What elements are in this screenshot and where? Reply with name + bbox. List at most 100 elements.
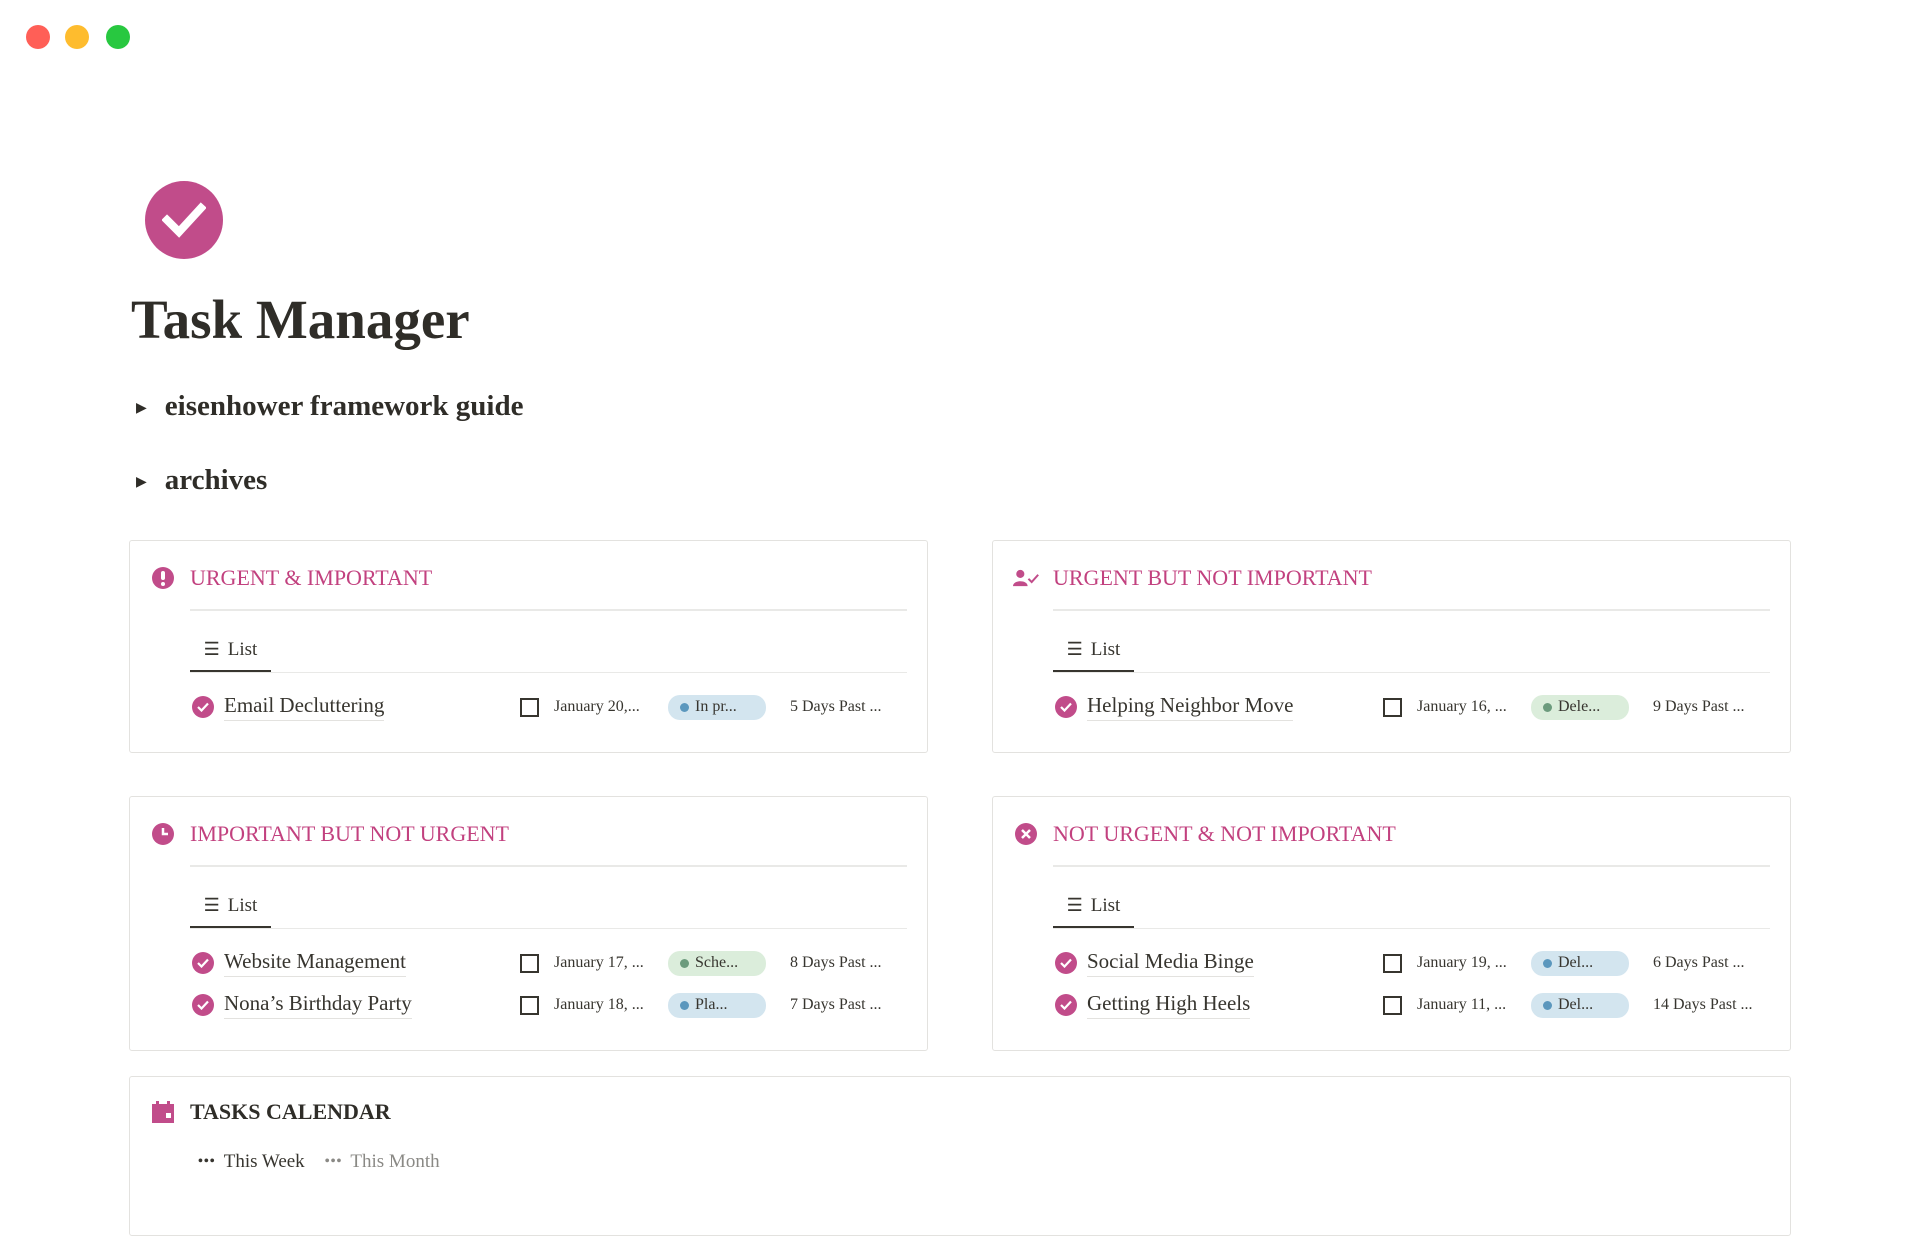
status-dot (1543, 1000, 1552, 1010)
check-circle-icon (1055, 952, 1077, 974)
close-window-button[interactable] (26, 25, 50, 49)
quadrant-card: URGENT BUT NOT IMPORTANT ☰ List Helping N… (992, 540, 1791, 753)
calendar-icon (150, 1099, 176, 1125)
days-past: 8 Days Past ... (790, 954, 882, 971)
status-dot (1543, 958, 1552, 968)
due-date: January 18, ... (554, 996, 644, 1013)
triangle-right-icon[interactable]: ▶ (136, 475, 147, 490)
tab-label: List (227, 638, 258, 660)
task-name[interactable]: Nona’s Birthday Party (224, 991, 412, 1019)
task-name[interactable]: Getting High Heels (1087, 991, 1251, 1019)
tab-label: List (1090, 638, 1121, 660)
status-badge: Del... (1531, 950, 1629, 976)
divider (1053, 865, 1770, 867)
list-item[interactable]: Email Decluttering January 20,... In pr.… (190, 686, 907, 728)
status-dot (680, 1000, 689, 1010)
check-circle-icon (1055, 994, 1077, 1016)
calendar-view-tabs: ••• This Week ••• This Month (198, 1151, 460, 1173)
divider (190, 928, 907, 929)
list-icon: ☰ (1066, 639, 1083, 659)
task-list: Website Management January 17, ... Sche.… (190, 942, 907, 1026)
tasks-calendar-card: TASKS CALENDAR ••• This Week ••• This Mont… (129, 1076, 1791, 1236)
maximize-window-button[interactable] (106, 25, 130, 49)
days-past: 7 Days Past ... (790, 996, 882, 1013)
status-label: Del... (1558, 954, 1594, 971)
quadrant-title: NOT URGENT & NOT IMPORTANT (1053, 821, 1396, 846)
page-title: Task Manager (131, 289, 470, 350)
tab-label: This Month (350, 1151, 440, 1172)
list-icon: ☰ (203, 639, 220, 659)
status-label: In pr... (695, 698, 737, 715)
done-checkbox[interactable] (1383, 697, 1402, 717)
tab-label: List (227, 894, 258, 916)
clock-icon (150, 821, 176, 847)
days-past: 5 Days Past ... (790, 698, 882, 715)
exclamation-circle-icon (150, 565, 176, 591)
due-date: January 17, ... (554, 954, 644, 971)
status-dot (680, 702, 689, 712)
quadrant-card: NOT URGENT & NOT IMPORTANT ☰ List Social … (992, 796, 1791, 1051)
triangle-right-icon[interactable]: ▶ (136, 401, 147, 416)
tab-this-month[interactable]: ••• This Month (325, 1151, 440, 1173)
minimize-window-button[interactable] (65, 25, 89, 49)
dots-icon: ••• (198, 1154, 216, 1169)
check-circle-icon (192, 952, 214, 974)
task-name[interactable]: Helping Neighbor Move (1087, 693, 1294, 721)
dots-icon: ••• (324, 1154, 343, 1169)
person-check-icon (1013, 565, 1039, 591)
due-date: January 19, ... (1417, 954, 1507, 971)
status-badge: Dele... (1531, 694, 1629, 720)
divider (1053, 672, 1770, 673)
task-list: Helping Neighbor Move January 16, ... De… (1053, 686, 1770, 728)
done-checkbox[interactable] (520, 995, 539, 1015)
task-name[interactable]: Email Decluttering (224, 693, 385, 721)
status-dot (1543, 702, 1552, 712)
tab-list-view[interactable]: ☰ List (1053, 629, 1134, 673)
status-label: Dele... (1558, 698, 1601, 715)
task-list: Email Decluttering January 20,... In pr.… (190, 686, 907, 728)
task-name[interactable]: Website Management (224, 949, 406, 977)
days-past: 9 Days Past ... (1653, 698, 1745, 715)
status-dot (680, 958, 689, 968)
toggle-label: eisenhower framework guide (164, 390, 524, 422)
check-circle-icon (192, 994, 214, 1016)
divider (190, 609, 907, 611)
check-circle-icon (1055, 696, 1077, 718)
divider (1053, 928, 1770, 929)
status-label: Del... (1558, 996, 1594, 1013)
tab-label: This Week (223, 1151, 305, 1172)
due-date: January 20,... (554, 698, 640, 715)
tab-list-view[interactable]: ☰ List (190, 629, 271, 673)
task-list: Social Media Binge January 19, ... Del..… (1053, 942, 1770, 1026)
list-item[interactable]: Getting High Heels January 11, ... Del..… (1053, 984, 1770, 1026)
quadrant-card: IMPORTANT BUT NOT URGENT ☰ List Website M… (129, 796, 928, 1051)
tab-label: List (1090, 894, 1121, 916)
days-past: 14 Days Past ... (1653, 996, 1753, 1013)
done-checkbox[interactable] (1383, 995, 1402, 1015)
tab-list-view[interactable]: ☰ List (190, 885, 271, 929)
tab-this-week[interactable]: ••• This Week (198, 1151, 305, 1173)
check-circle-icon (192, 696, 214, 718)
status-badge: Sche... (668, 950, 766, 976)
due-date: January 11, ... (1417, 996, 1507, 1013)
toggle-eisenhower-guide[interactable]: ▶ eisenhower framework guide (136, 390, 523, 423)
list-item[interactable]: Social Media Binge January 19, ... Del..… (1053, 942, 1770, 984)
done-checkbox[interactable] (520, 953, 539, 973)
done-checkbox[interactable] (520, 697, 539, 717)
tab-list-view[interactable]: ☰ List (1053, 885, 1134, 929)
list-item[interactable]: Helping Neighbor Move January 16, ... De… (1053, 686, 1770, 728)
divider (190, 865, 907, 867)
list-icon: ☰ (203, 895, 220, 915)
task-name[interactable]: Social Media Binge (1087, 949, 1254, 977)
status-badge: Del... (1531, 992, 1629, 1018)
list-icon: ☰ (1066, 895, 1083, 915)
calendar-title: TASKS CALENDAR (190, 1099, 391, 1124)
done-checkbox[interactable] (1383, 953, 1402, 973)
check-circle-icon[interactable] (145, 181, 223, 259)
toggle-archives[interactable]: ▶ archives (136, 464, 267, 497)
list-item[interactable]: Website Management January 17, ... Sche.… (190, 942, 907, 984)
status-badge: In pr... (668, 694, 766, 720)
quadrant-title: IMPORTANT BUT NOT URGENT (190, 821, 509, 846)
list-item[interactable]: Nona’s Birthday Party January 18, ... Pl… (190, 984, 907, 1026)
divider (190, 672, 907, 673)
